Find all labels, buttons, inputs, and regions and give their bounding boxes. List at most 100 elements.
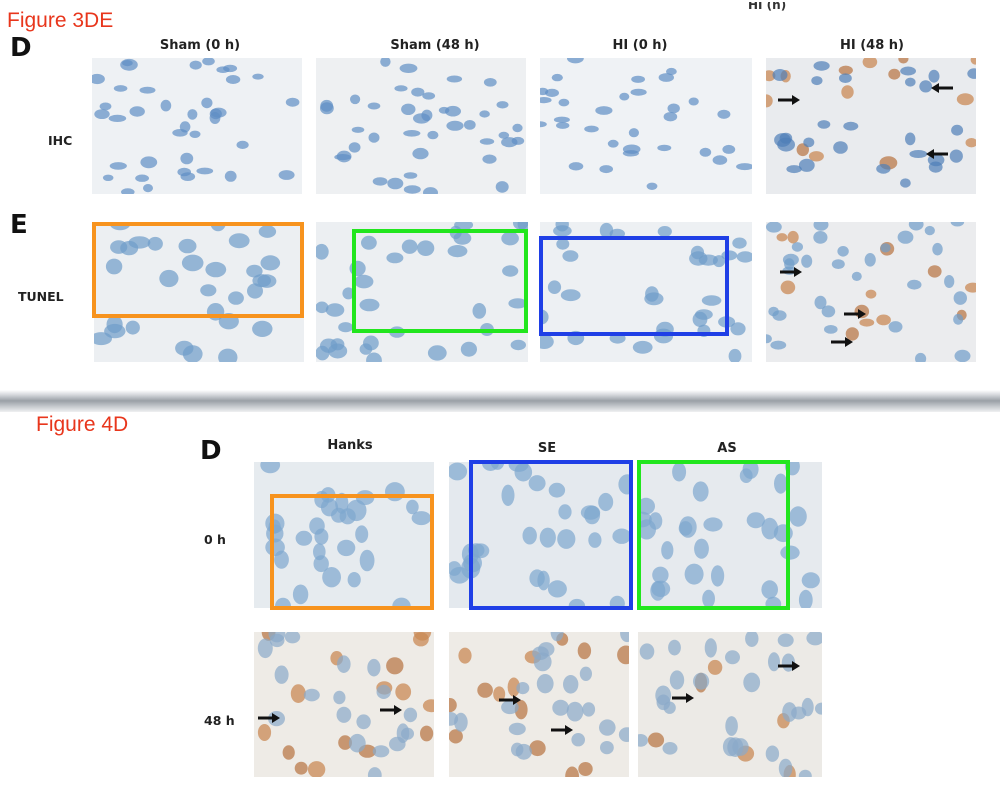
cell-nucleus [638,734,648,747]
cell-nucleus [833,141,848,154]
cell-nucleus [888,321,903,333]
cell-nucleus [309,517,325,535]
stained-cell [338,735,352,750]
cell-nucleus [372,177,388,186]
cell-nucleus [187,109,198,120]
cell-nucleus [954,349,971,362]
cell-nucleus [472,303,487,319]
cell-nucleus [403,130,421,137]
cell-nucleus [791,706,807,720]
stained-cell [841,85,854,99]
cell-nucleus [427,130,439,140]
micrograph-ihc-sham-0h [92,58,302,194]
highlight-box-orange [92,222,304,318]
cell-nucleus [228,233,250,249]
stained-cell [927,265,942,278]
column-header-hi-48h: HI (48 h) [840,38,904,53]
cell-nucleus [584,505,601,525]
cell-nucleus [897,230,914,244]
cell-nucleus [632,340,653,354]
row-label-ihc: IHC [48,133,73,148]
cell-nucleus [669,670,685,690]
stained-cell [493,686,506,702]
cell-nucleus [529,569,545,587]
cell-nucleus [533,652,552,672]
cell-nucleus [568,598,586,608]
highlight-box-blue [539,236,729,336]
cell-nucleus [316,243,329,260]
cell-nucleus [598,492,614,512]
cell-nucleus [727,737,744,757]
cell-nucleus [438,106,450,114]
cell-nucleus [777,137,795,152]
cell-nucleus [864,253,876,267]
micrograph-ihc-sham-48h [316,58,526,194]
cell-nucleus [698,254,718,266]
cell-nucleus [725,650,740,665]
cell-nucleus [411,511,431,526]
cell-nucleus [728,348,742,362]
cell-nucleus [285,97,300,107]
cell-nucleus [562,250,579,262]
cell-nucleus [401,103,416,115]
cell-nucleus [732,237,747,249]
cell-nucleus [498,131,510,139]
cell-nucleus [501,231,519,246]
cell-nucleus [900,178,911,188]
cell-nucleus [693,672,710,690]
cell-nucleus [817,120,831,129]
cell-nucleus [568,162,584,171]
cell-nucleus [798,589,813,608]
cell-nucleus [772,69,788,81]
cell-nucleus [109,162,127,170]
stained-cell [307,761,326,777]
highlight-box-orange-4d [270,494,434,610]
cell-nucleus [646,182,658,190]
cell-nucleus [552,699,569,716]
arrow-marker [926,149,948,159]
cell-nucleus [553,225,572,237]
cell-nucleus [746,512,765,529]
cell-nucleus [725,716,738,736]
cell-nucleus [216,66,230,73]
cell-nucleus [92,73,105,85]
cell-nucleus [821,305,836,318]
cell-nucleus [703,517,723,532]
cell-nucleus [824,325,838,334]
cell-nucleus [684,563,704,585]
cell-nucleus [777,633,794,647]
stained-cell [965,282,976,293]
cell-nucleus [120,240,139,256]
row-label-tunel: TUNEL [18,289,64,304]
cell-nucleus [672,462,687,482]
arrow-marker [780,267,802,277]
figure-divider [0,390,1000,414]
cell-nucleus [540,121,547,128]
cell-nucleus [260,255,281,271]
cell-nucleus [172,129,188,137]
arrow-marker [931,83,953,93]
cell-nucleus [717,109,731,119]
cell-nucleus [612,528,629,544]
cell-nucleus [662,742,678,755]
micrograph-tunel-sham-48h [316,222,528,362]
cell-nucleus [547,280,562,294]
cell-nucleus [394,85,408,92]
cell-nucleus [122,60,133,67]
cell-nucleus [798,158,815,172]
cell-nucleus [786,165,802,174]
cell-nucleus [359,298,380,312]
cell-nucleus [367,767,382,777]
cell-nucleus [638,497,655,515]
cell-nucleus [630,88,647,96]
cell-nucleus [880,243,891,253]
cell-nucleus [558,504,572,520]
cell-nucleus [180,172,196,181]
arrow-marker [778,661,800,671]
cell-nucleus [770,340,787,350]
cell-nucleus [766,222,782,233]
stained-cell [888,68,901,80]
column-header-sham-48h: Sham (48 h) [390,38,480,53]
stained-cell [865,289,877,299]
cell-nucleus [540,334,554,349]
